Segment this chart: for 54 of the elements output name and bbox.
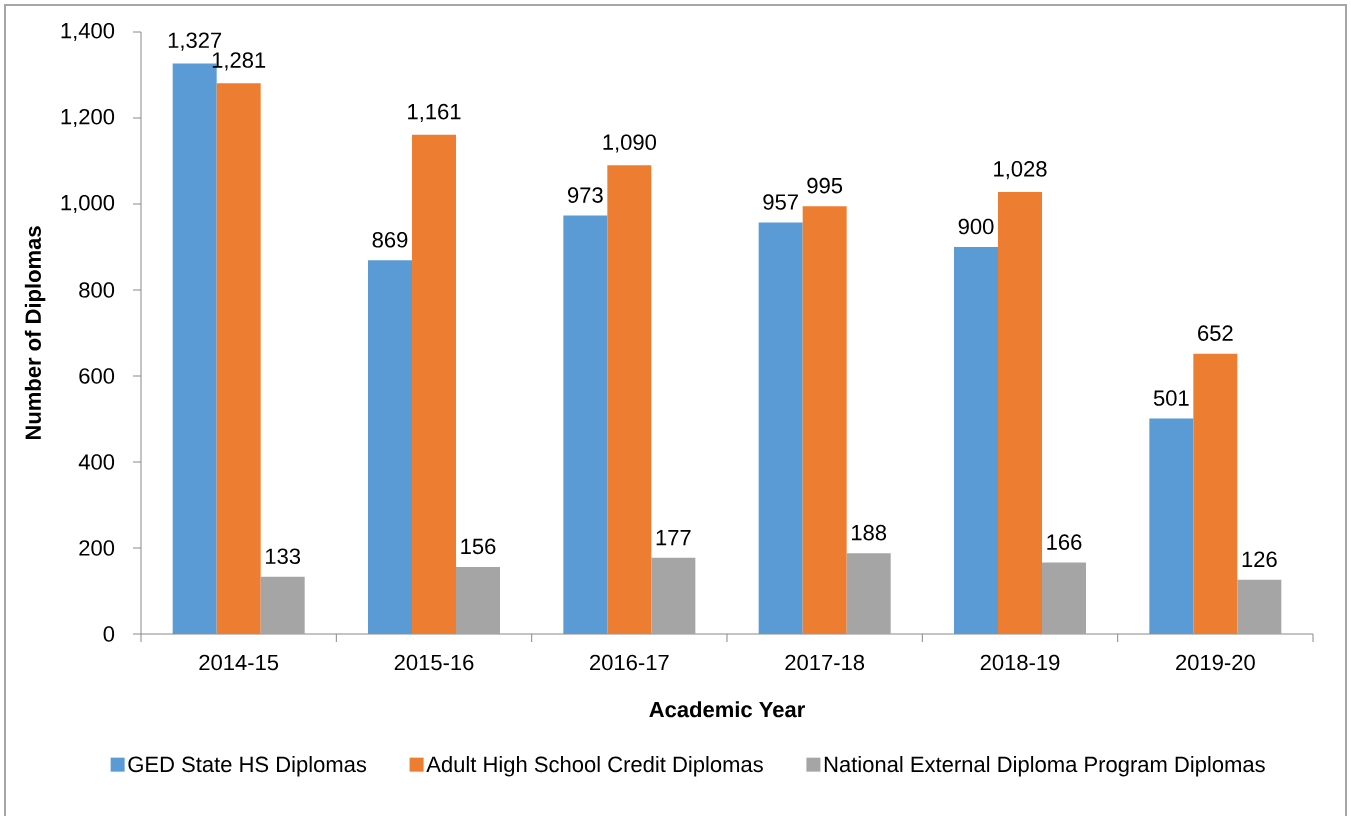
y-tick-label: 1,200 [61,108,115,128]
data-label: 900 [958,218,994,235]
data-label: 1,090 [603,134,656,153]
y-tick-label: 600 [79,368,115,384]
bar [368,260,413,634]
x-tick-label: 2014-15 [199,654,279,671]
bar [846,553,891,634]
data-label: 957 [763,194,798,210]
bar [1237,579,1282,634]
bar [1149,418,1194,634]
bar [216,83,261,634]
bar [1042,562,1087,634]
data-label: 166 [1047,534,1082,550]
data-label: 1,161 [408,103,461,123]
x-tick-label: 2015-16 [394,654,474,671]
data-label: 126 [1242,551,1277,568]
y-axis-title: Number of Diplomas [24,226,46,440]
x-tick-label: 2019-20 [1176,654,1255,671]
bar [456,566,501,634]
bar [954,246,999,634]
bar [260,576,305,634]
y-tick-label: 1,000 [61,194,115,214]
legend-label: Adult High School Credit Diplomas [426,756,763,777]
data-label: 177 [656,530,691,546]
data-label: 869 [372,232,408,248]
bar [802,206,847,634]
y-tick-label: 1,400 [61,22,115,42]
y-tick-label: 200 [79,540,115,556]
x-tick-label: 2017-18 [785,654,865,671]
bar [1193,353,1238,634]
data-label: 133 [266,548,301,565]
data-label: 188 [851,524,887,541]
bar [998,191,1043,634]
legend-label: GED State HS Diplomas [128,756,367,777]
data-label: 156 [461,538,496,555]
data-label: 652 [1198,325,1233,341]
data-label: 1,028 [994,161,1047,180]
legend-label: National External Diploma Program Diplomas [824,756,1265,777]
y-tick-label: 400 [78,454,115,470]
data-label: 1,327 [168,32,222,51]
data-label: 501 [1153,390,1189,406]
y-tick-label: 800 [79,282,115,298]
bar [563,215,608,634]
data-label: 1,281 [212,52,266,71]
bar [651,557,696,634]
x-tick-label: 2016-17 [590,654,669,671]
x-tick-label: 2018-19 [980,654,1060,671]
data-label: 995 [807,177,843,194]
data-label: 973 [568,187,603,203]
bar [607,165,652,634]
bar [758,222,803,634]
y-tick-label: 0 [103,626,115,642]
bar [412,134,457,634]
x-axis-title: Academic Year [649,701,805,718]
